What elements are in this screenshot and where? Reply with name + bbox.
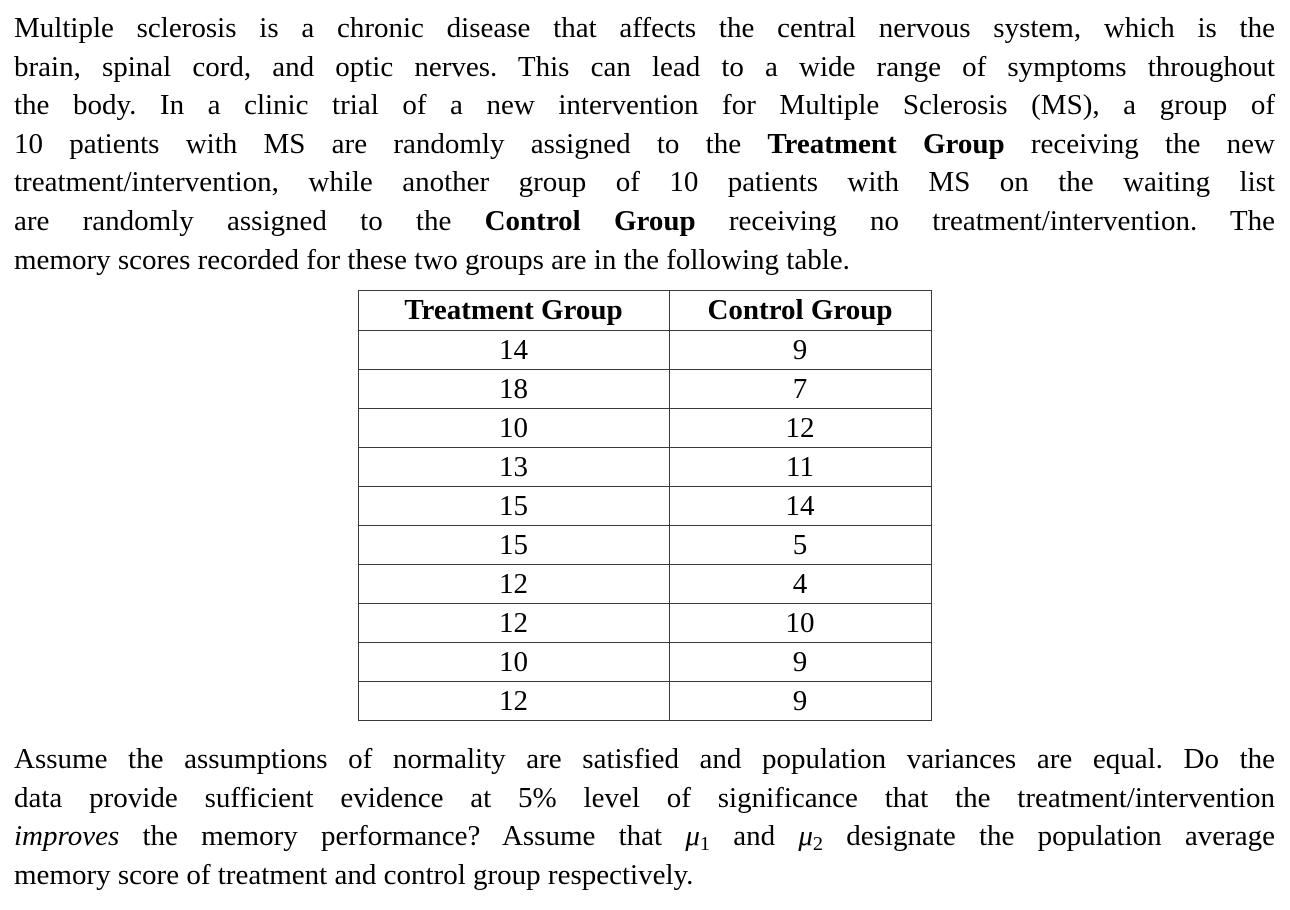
intro-line-3: the body. In a clinic trial of a new int… <box>14 86 1275 125</box>
control-score-cell: 9 <box>668 642 932 683</box>
text-segment: receiving the new <box>1004 127 1275 160</box>
table-header-row: Treatment Group Control Group <box>357 290 932 332</box>
table-row: 15 5 <box>357 525 932 566</box>
control-score-cell: 9 <box>668 330 932 371</box>
text-segment: the memory performance? Assume that <box>119 820 686 853</box>
control-group-column-header: Control Group <box>668 290 932 332</box>
treatment-score-cell: 15 <box>357 486 670 527</box>
control-score-cell: 7 <box>668 369 932 410</box>
table-row: 13 11 <box>357 447 932 488</box>
table-row: 10 9 <box>357 642 932 683</box>
text-segment: are randomly assigned to the <box>14 204 485 237</box>
intro-line-6: are randomly assigned to the Control Gro… <box>14 202 1275 241</box>
control-score-cell: 4 <box>668 564 932 605</box>
table-row: 18 7 <box>357 369 932 410</box>
treatment-score-cell: 18 <box>357 369 670 410</box>
treatment-score-cell: 10 <box>357 642 670 683</box>
text-segment: treatment/intervention, while another gr… <box>14 166 1275 199</box>
treatment-score-cell: 12 <box>357 681 670 722</box>
table-row: 12 10 <box>357 603 932 644</box>
treatment-score-cell: 10 <box>357 408 670 449</box>
intro-line-1: Multiple sclerosis is a chronic disease … <box>14 9 1275 48</box>
table-body: 14 9 18 7 10 12 13 11 15 14 15 5 12 4 12 10 10 9 12 9 <box>357 330 932 722</box>
control-score-cell: 12 <box>668 408 932 449</box>
intro-line-4: 10 patients with MS are randomly assigne… <box>14 125 1275 164</box>
control-score-cell: 5 <box>668 525 932 566</box>
text-segment: memory scores recorded for these two gro… <box>14 243 850 276</box>
text-segment: data provide sufficient evidence at 5% l… <box>14 781 1275 814</box>
text-segment: μ <box>798 820 813 853</box>
text-segment: μ <box>685 820 700 853</box>
table-row: Treatment Group Control Group <box>357 290 932 332</box>
memory-scores-table: Treatment Group Control Group 14 9 18 7 10 12… <box>357 290 932 722</box>
closing-paragraph: Assume the assumptions of normality are … <box>14 740 1275 894</box>
intro-line-5: treatment/intervention, while another gr… <box>14 163 1275 202</box>
intro-line-7: memory scores recorded for these two gro… <box>14 241 1275 280</box>
treatment-score-cell: 15 <box>357 525 670 566</box>
text-segment: Control Group <box>484 204 696 237</box>
intro-paragraph: Multiple sclerosis is a chronic disease … <box>14 9 1275 279</box>
table-row: 10 12 <box>357 408 932 449</box>
text-segment: memory score of treatment and control gr… <box>14 858 694 891</box>
text-segment: the body. In a clinic trial of a new int… <box>14 89 1275 122</box>
treatment-score-cell: 13 <box>357 447 670 488</box>
table-row: 12 4 <box>357 564 932 605</box>
treatment-score-cell: 14 <box>357 330 670 371</box>
closing-line-4: memory score of treatment and control gr… <box>14 856 1275 895</box>
control-score-cell: 10 <box>668 603 932 644</box>
table-row: 15 14 <box>357 486 932 527</box>
table-row: 12 9 <box>357 681 932 722</box>
text-segment: Treatment Group <box>767 127 1005 160</box>
control-score-cell: 14 <box>668 486 932 527</box>
intro-line-2: brain, spinal cord, and optic nerves. Th… <box>14 48 1275 87</box>
treatment-group-column-header: Treatment Group <box>357 290 670 332</box>
text-segment: receiving no treatment/intervention. The <box>695 204 1276 237</box>
control-score-cell: 9 <box>668 681 932 722</box>
text-segment: Assume the assumptions of normality are … <box>14 743 1275 776</box>
table-row: 14 9 <box>357 330 932 371</box>
text-segment: and <box>710 820 799 853</box>
text-segment: improves <box>14 820 120 853</box>
closing-line-1: Assume the assumptions of normality are … <box>14 740 1275 779</box>
text-segment: designate the population average <box>823 820 1275 853</box>
text-segment: 2 <box>812 833 824 856</box>
control-score-cell: 11 <box>668 447 932 488</box>
treatment-score-cell: 12 <box>357 564 670 605</box>
text-segment: Multiple sclerosis is a chronic disease … <box>14 12 1275 44</box>
text-segment: brain, spinal cord, and optic nerves. Th… <box>14 50 1275 83</box>
treatment-score-cell: 12 <box>357 603 670 644</box>
text-segment: 10 patients with MS are randomly assigne… <box>14 127 768 160</box>
closing-line-2: data provide sufficient evidence at 5% l… <box>14 779 1275 818</box>
closing-line-3: improves the memory performance? Assume … <box>14 817 1275 856</box>
text-segment: 1 <box>699 833 711 856</box>
